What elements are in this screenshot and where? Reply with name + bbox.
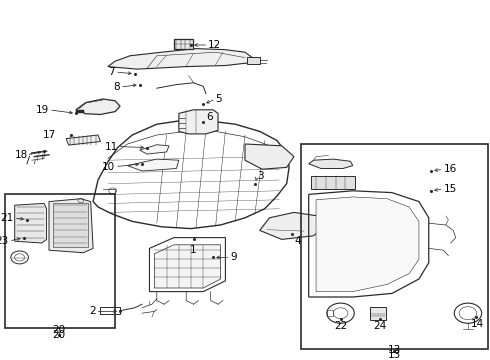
Text: 10: 10: [102, 162, 115, 172]
Polygon shape: [66, 135, 100, 145]
Polygon shape: [15, 203, 47, 243]
Polygon shape: [309, 159, 353, 168]
Text: 22: 22: [334, 321, 347, 331]
Text: 18: 18: [15, 150, 28, 160]
Bar: [247, 57, 260, 64]
Text: 1: 1: [190, 245, 197, 255]
Text: 2: 2: [89, 306, 96, 316]
Bar: [53, 203, 88, 247]
Text: 19: 19: [36, 105, 49, 115]
Polygon shape: [140, 145, 169, 154]
Polygon shape: [127, 159, 179, 171]
Text: 8: 8: [113, 82, 120, 92]
Text: 17: 17: [43, 130, 56, 140]
Bar: [174, 39, 193, 49]
Polygon shape: [49, 199, 93, 253]
Polygon shape: [316, 197, 419, 292]
Text: 7: 7: [108, 67, 115, 77]
Polygon shape: [179, 110, 218, 134]
Text: 14: 14: [471, 319, 485, 329]
Polygon shape: [245, 144, 294, 169]
Polygon shape: [76, 99, 120, 114]
Text: 15: 15: [443, 184, 457, 194]
Bar: [100, 307, 120, 314]
Polygon shape: [108, 49, 252, 69]
Text: 12: 12: [208, 40, 221, 50]
Text: 23: 23: [0, 236, 9, 246]
Polygon shape: [154, 245, 220, 288]
Text: 13: 13: [388, 345, 401, 355]
Polygon shape: [260, 212, 326, 239]
Text: 20: 20: [52, 325, 65, 335]
Bar: [327, 310, 333, 316]
Text: 3: 3: [257, 171, 264, 181]
Text: 21: 21: [0, 213, 14, 223]
Text: 4: 4: [294, 236, 301, 246]
Bar: [301, 144, 488, 349]
Text: 16: 16: [443, 164, 457, 174]
Bar: [311, 176, 355, 189]
Bar: [5, 194, 115, 328]
Text: 9: 9: [230, 252, 237, 262]
Text: 11: 11: [104, 141, 118, 152]
Text: 20: 20: [52, 330, 65, 340]
Bar: [370, 307, 386, 320]
Text: 13: 13: [388, 350, 401, 360]
Text: 6: 6: [206, 112, 213, 122]
Text: 24: 24: [373, 321, 387, 331]
Text: 5: 5: [216, 94, 222, 104]
